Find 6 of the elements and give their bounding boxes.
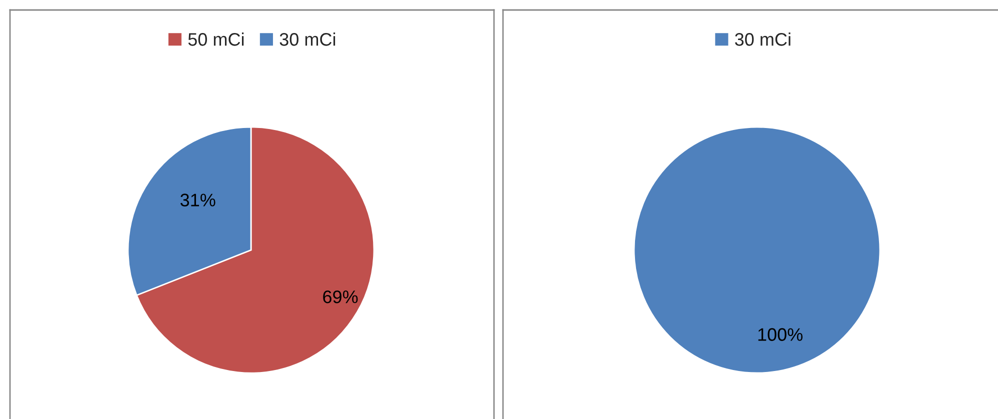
legend-label: 30 mCi: [735, 32, 790, 46]
data-label: 69%: [323, 290, 358, 304]
data-label: 100%: [758, 328, 803, 341]
data-label: 31%: [180, 194, 216, 206]
legend-label: 50 mCi: [188, 32, 244, 46]
legend-label: 30 mCi: [280, 32, 336, 46]
